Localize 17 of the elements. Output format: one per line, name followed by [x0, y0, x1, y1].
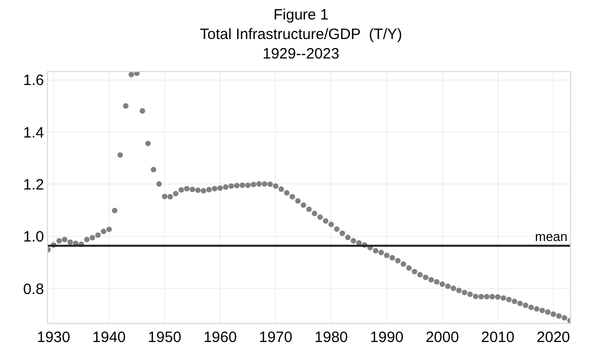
y-tick-label: 0.8: [23, 280, 44, 298]
x-tick-label: 1930: [36, 329, 70, 346]
x-tick-label: 1970: [258, 329, 292, 346]
y-tick-label: 1.4: [23, 124, 44, 142]
x-tick-label: 2000: [426, 329, 459, 346]
x-tick-label: 2010: [481, 329, 514, 346]
x-tick-label: 2020: [536, 329, 570, 346]
x-tick-label: 1990: [370, 329, 404, 346]
x-tick-label: 1950: [148, 329, 182, 346]
y-tick-label: 1.0: [23, 228, 44, 246]
chart-title: Figure 1 Total Infrastructure/GDP (T/Y) 1929--2023: [200, 6, 402, 63]
x-tick-label: 1980: [314, 329, 348, 346]
y-tick-label: 1.6: [23, 72, 44, 90]
x-tick-label: 1940: [92, 329, 126, 346]
x-tick-label: 1960: [203, 329, 237, 346]
ref-line-label: mean: [535, 229, 568, 244]
y-tick-label: 1.2: [23, 176, 44, 194]
